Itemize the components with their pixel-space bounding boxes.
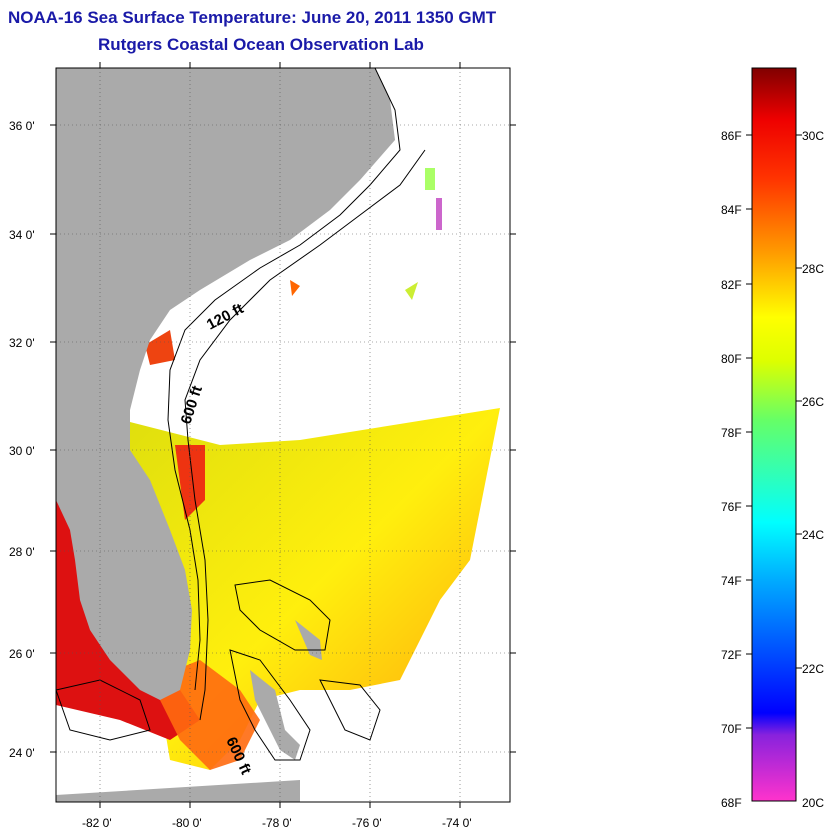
- contour-label: 600 ft: [178, 384, 206, 427]
- colorbar-c-label: 20C: [802, 796, 824, 810]
- colorbar-ticks: [746, 134, 802, 729]
- colorbar-f-label: 78F: [721, 426, 742, 440]
- map-area: [56, 68, 500, 802]
- land-mass: [56, 68, 395, 700]
- lon-tick-label: -80 0': [172, 816, 202, 830]
- land-mass: [250, 670, 300, 760]
- lat-axis: [50, 124, 516, 753]
- sst-data-gulf-red: [56, 490, 200, 740]
- colorbar-c-label: 24C: [802, 528, 824, 542]
- lat-tick-label: 34 0': [9, 228, 35, 242]
- colorbar-c-label: 22C: [802, 662, 824, 676]
- colorbar-c-label: 30C: [802, 129, 824, 143]
- depth-contour-120ft: [167, 68, 401, 691]
- lon-axis: [99, 62, 461, 808]
- lon-tick-label: -78 0': [262, 816, 292, 830]
- colorbar-f-label: 86F: [721, 129, 742, 143]
- lat-tick-label: 24 0': [9, 746, 35, 760]
- lat-tick-label: 30 0': [9, 444, 35, 458]
- lat-tick-label: 36 0': [9, 119, 35, 133]
- colorbar-f-label: 82F: [721, 278, 742, 292]
- lat-tick-label: 32 0': [9, 336, 35, 350]
- sst-data-patch: [290, 280, 300, 296]
- sst-data-patch: [405, 282, 418, 300]
- colorbar-f-label: 76F: [721, 500, 742, 514]
- lon-tick-label: -76 0': [352, 816, 382, 830]
- land-mass: [56, 780, 300, 802]
- colorbar-f-label: 74F: [721, 574, 742, 588]
- map-frame: [55, 67, 511, 803]
- colorbar-c-label: 28C: [802, 262, 824, 276]
- depth-contour-bahamas: [234, 579, 331, 651]
- lat-tick-label: 28 0': [9, 545, 35, 559]
- depth-contour-600ft: [184, 149, 426, 721]
- colorbar-f-label: 68F: [721, 796, 742, 810]
- map-subtitle: Rutgers Coastal Ocean Observation Lab: [98, 35, 424, 54]
- sst-data-patch: [425, 168, 435, 190]
- sst-data-patch: [436, 198, 442, 230]
- lon-tick-label: -82 0': [82, 816, 112, 830]
- depth-contour-bahamas: [319, 679, 381, 741]
- colorbar-f-label: 80F: [721, 352, 742, 366]
- sst-data-coastal-red: [145, 330, 175, 365]
- colorbar-f-label: 70F: [721, 722, 742, 736]
- lat-tick-label: 26 0': [9, 647, 35, 661]
- lon-tick-label: -74 0': [442, 816, 472, 830]
- colorbar-c-label: 26C: [802, 395, 824, 409]
- map-title: NOAA-16 Sea Surface Temperature: June 20…: [8, 8, 497, 27]
- colorbar-f-label: 72F: [721, 648, 742, 662]
- colorbar: [751, 67, 797, 802]
- depth-contour-bahamas: [229, 649, 311, 761]
- colorbar-f-label: 84F: [721, 203, 742, 217]
